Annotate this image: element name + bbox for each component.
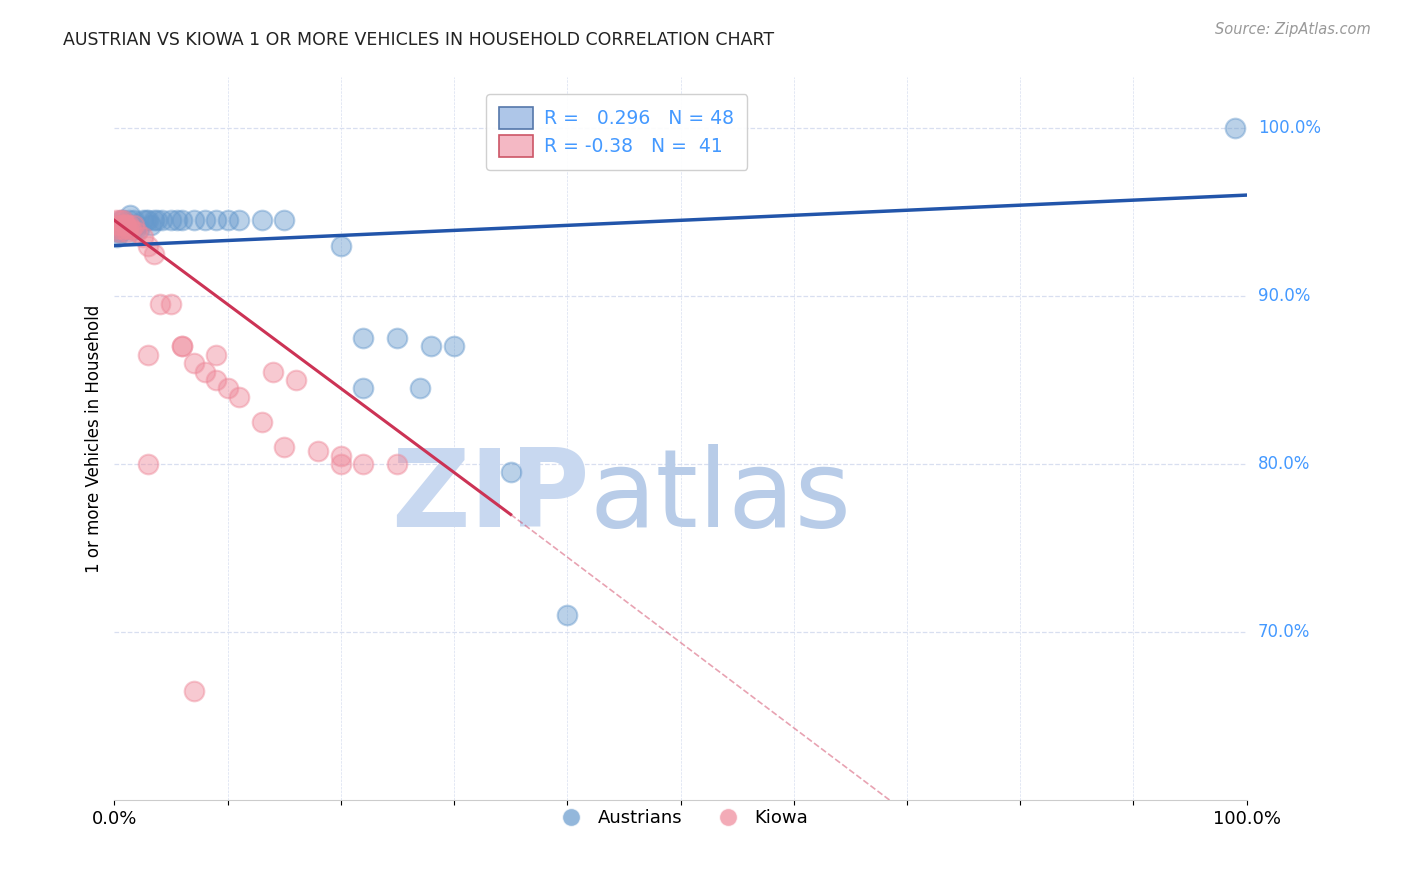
Point — [125, 225, 148, 239]
Point — [114, 219, 136, 233]
Point — [115, 221, 138, 235]
Y-axis label: 1 or more Vehicles in Household: 1 or more Vehicles in Household — [86, 305, 103, 573]
Point — [138, 213, 160, 227]
Point — [138, 457, 160, 471]
Point — [138, 238, 160, 252]
Point — [329, 238, 352, 252]
Point — [150, 213, 173, 227]
Point — [115, 225, 138, 239]
Point — [329, 457, 352, 471]
Point — [105, 221, 128, 235]
Point — [273, 440, 295, 454]
Point — [118, 213, 141, 227]
Point — [172, 339, 194, 353]
Point — [387, 331, 409, 345]
Point — [117, 227, 139, 241]
Point — [555, 608, 578, 623]
Point — [120, 221, 142, 235]
Point — [122, 213, 145, 227]
Point — [135, 213, 157, 227]
Point — [307, 443, 329, 458]
Text: 80.0%: 80.0% — [1258, 455, 1310, 473]
Point — [160, 213, 183, 227]
Point — [172, 213, 194, 227]
Point — [125, 219, 148, 233]
Point — [138, 348, 160, 362]
Point — [183, 684, 205, 698]
Point — [128, 221, 150, 235]
Point — [143, 247, 166, 261]
Point — [194, 213, 217, 227]
Point — [166, 213, 188, 227]
Text: atlas: atlas — [591, 443, 852, 549]
Point — [114, 217, 136, 231]
Point — [104, 221, 127, 235]
Point — [160, 297, 183, 311]
Point — [183, 356, 205, 370]
Point — [284, 373, 307, 387]
Point — [111, 221, 134, 235]
Point — [117, 221, 139, 235]
Point — [250, 213, 273, 227]
Point — [111, 221, 134, 235]
Point — [125, 221, 148, 235]
Point — [108, 213, 131, 227]
Point — [120, 208, 142, 222]
Point — [205, 373, 228, 387]
Point — [132, 213, 155, 227]
Point — [250, 415, 273, 429]
Point — [194, 365, 217, 379]
Point — [183, 213, 205, 227]
Point — [107, 219, 129, 233]
Text: 100.0%: 100.0% — [1258, 119, 1320, 136]
Point — [217, 213, 239, 227]
Point — [329, 449, 352, 463]
Legend: Austrians, Kiowa: Austrians, Kiowa — [546, 802, 815, 835]
Point — [104, 213, 127, 227]
Point — [217, 381, 239, 395]
Text: ZIP: ZIP — [391, 443, 591, 549]
Point — [108, 225, 131, 239]
Point — [124, 219, 146, 233]
Text: AUSTRIAN VS KIOWA 1 OR MORE VEHICLES IN HOUSEHOLD CORRELATION CHART: AUSTRIAN VS KIOWA 1 OR MORE VEHICLES IN … — [63, 31, 775, 49]
Point — [353, 457, 375, 471]
Point — [228, 390, 250, 404]
Point — [409, 381, 432, 395]
Point — [228, 213, 250, 227]
Point — [499, 466, 522, 480]
Point — [205, 348, 228, 362]
Point — [143, 213, 166, 227]
Point — [120, 219, 142, 233]
Point — [108, 219, 131, 233]
Text: Source: ZipAtlas.com: Source: ZipAtlas.com — [1215, 22, 1371, 37]
Point — [114, 219, 136, 233]
Point — [273, 213, 295, 227]
Point — [110, 219, 132, 233]
Point — [114, 217, 136, 231]
Point — [353, 331, 375, 345]
Point — [121, 221, 143, 235]
Point — [443, 339, 465, 353]
Point — [205, 213, 228, 227]
Point — [108, 225, 131, 239]
Point — [112, 213, 135, 227]
Text: 90.0%: 90.0% — [1258, 287, 1310, 305]
Point — [1225, 120, 1247, 135]
Point — [387, 457, 409, 471]
Text: 70.0%: 70.0% — [1258, 624, 1310, 641]
Point — [420, 339, 443, 353]
Point — [110, 213, 132, 227]
Point — [139, 219, 162, 233]
Point — [149, 297, 172, 311]
Point — [122, 219, 145, 233]
Point — [172, 339, 194, 353]
Point — [262, 365, 284, 379]
Point — [353, 381, 375, 395]
Point — [118, 219, 141, 233]
Point — [132, 230, 155, 244]
Point — [105, 230, 128, 244]
Point — [112, 213, 135, 227]
Point — [146, 213, 169, 227]
Point — [107, 225, 129, 239]
